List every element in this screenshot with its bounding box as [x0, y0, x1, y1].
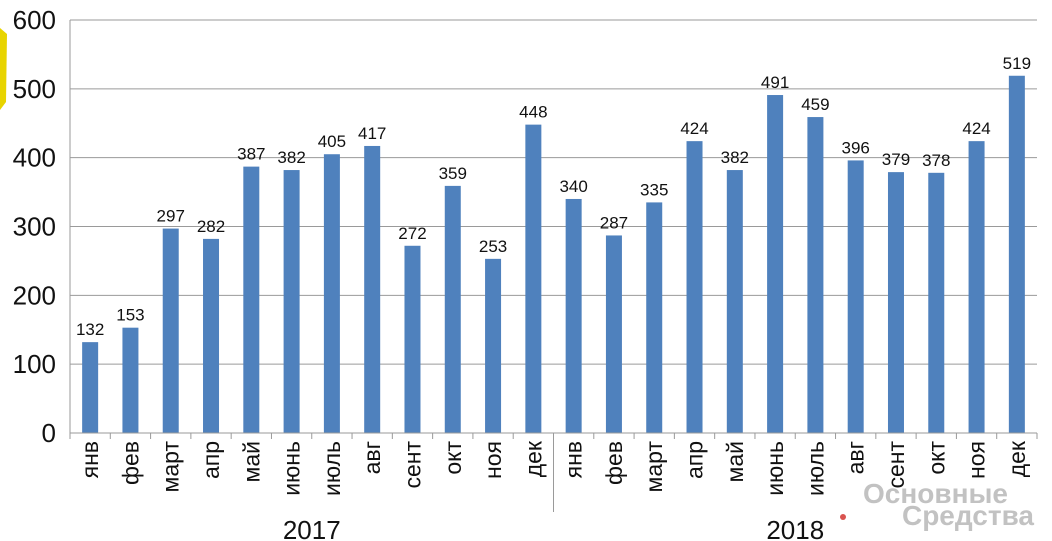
bar-2	[122, 327, 139, 433]
data-label-18: 491	[761, 73, 789, 92]
bar-19	[807, 117, 824, 434]
x-tick-label-18: июнь	[762, 441, 788, 496]
x-tick-label-9: сент	[399, 441, 425, 489]
x-tick-label-20: авг	[843, 441, 869, 474]
year-labels: 2017 2018	[283, 433, 824, 541]
bar-6	[283, 170, 300, 433]
bar-7	[323, 154, 340, 433]
bar-3	[162, 228, 179, 433]
data-label-4: 282	[197, 217, 225, 236]
bar-23	[968, 141, 985, 433]
data-label-12: 448	[519, 103, 547, 122]
bar-17	[726, 170, 743, 433]
x-tick-label-14: фев	[601, 441, 627, 485]
data-label-11: 253	[479, 237, 507, 256]
bar-4	[203, 238, 220, 433]
data-label-15: 335	[640, 180, 668, 199]
x-tick-label-21: сент	[883, 441, 909, 489]
data-label-9: 272	[398, 224, 426, 243]
data-label-7: 405	[318, 132, 346, 151]
bars	[82, 75, 1025, 434]
data-label-20: 396	[842, 138, 870, 157]
data-label-19: 459	[801, 95, 829, 114]
data-label-6: 382	[277, 148, 305, 167]
x-tick-label-22: окт	[923, 441, 949, 475]
x-tick-label-4: апр	[198, 441, 224, 479]
bar-10	[444, 185, 461, 433]
x-tick-label-11: ноя	[480, 441, 506, 479]
watermark-line2: Средства	[902, 500, 1034, 531]
bar-15	[646, 202, 663, 433]
bar-1	[82, 342, 99, 433]
watermark-logo: Основные Средства	[840, 478, 1034, 531]
bar-20	[847, 160, 864, 434]
bar-5	[243, 166, 260, 434]
x-tick-label-3: март	[158, 441, 184, 493]
data-labels: 132 153 297 282 387 382 405 417 272 359 253 448 340 2…	[76, 54, 1031, 339]
bar-11	[485, 258, 502, 433]
data-label-17: 382	[721, 148, 749, 167]
bar-13	[565, 198, 582, 433]
bar-8	[364, 145, 381, 433]
x-tick-label-17: май	[722, 441, 748, 482]
data-label-13: 340	[559, 177, 587, 196]
data-label-16: 424	[680, 119, 708, 138]
x-tick-label-19: июль	[802, 441, 828, 496]
bar-9	[404, 245, 421, 433]
data-label-8: 417	[358, 124, 386, 143]
year-label-2017: 2017	[283, 515, 341, 541]
y-axis: 0 100 200 300 400 500 600	[13, 5, 71, 448]
bar-16	[686, 141, 703, 433]
bar-18	[767, 95, 784, 434]
y-tick-label-300: 300	[13, 212, 56, 242]
y-tick-label-0: 0	[42, 418, 56, 448]
gridlines	[70, 19, 1037, 365]
y-tick-label-500: 500	[13, 74, 56, 104]
x-tick-label-10: окт	[440, 441, 466, 475]
y-tick-label-400: 400	[13, 143, 56, 173]
watermark-line1: Основные	[863, 478, 1008, 509]
x-tick-label-16: апр	[682, 441, 708, 479]
x-tick-label-2: фев	[117, 441, 143, 485]
data-label-24: 519	[1003, 54, 1031, 73]
x-tick-label-5: май	[238, 441, 264, 482]
y-tick-label-600: 600	[13, 5, 56, 35]
data-label-10: 359	[439, 164, 467, 183]
data-label-1: 132	[76, 320, 104, 339]
x-tick-label-12: дек	[520, 440, 546, 477]
data-label-23: 424	[962, 119, 990, 138]
x-tick-label-1: янв	[77, 441, 103, 478]
x-tick-label-15: март	[641, 441, 667, 493]
bar-12	[525, 124, 542, 434]
bar-21	[887, 172, 904, 433]
y-tick-label-100: 100	[13, 349, 56, 379]
bar-24	[1008, 75, 1025, 433]
yellow-corner-decoration	[0, 28, 7, 110]
x-tick-label-24: дек	[1004, 440, 1030, 477]
data-label-14: 287	[600, 213, 628, 232]
data-label-22: 378	[922, 151, 950, 170]
x-axis: янв фев март апр май июнь июль авг сент окт ноя дек…	[69, 432, 1038, 496]
x-tick-label-7: июль	[319, 441, 345, 496]
year-label-2018: 2018	[766, 515, 824, 541]
bar-14	[605, 235, 622, 433]
data-label-3: 297	[157, 207, 185, 226]
x-tick-label-13: янв	[561, 441, 587, 478]
x-tick-label-6: июнь	[279, 441, 305, 496]
bar-22	[928, 172, 945, 433]
data-label-2: 153	[116, 306, 144, 325]
y-tick-label-200: 200	[13, 280, 56, 310]
data-label-21: 379	[882, 150, 910, 169]
data-label-5: 387	[237, 145, 265, 164]
x-tick-label-23: ноя	[964, 441, 990, 479]
watermark-dot	[840, 514, 846, 520]
x-tick-label-8: авг	[359, 441, 385, 474]
